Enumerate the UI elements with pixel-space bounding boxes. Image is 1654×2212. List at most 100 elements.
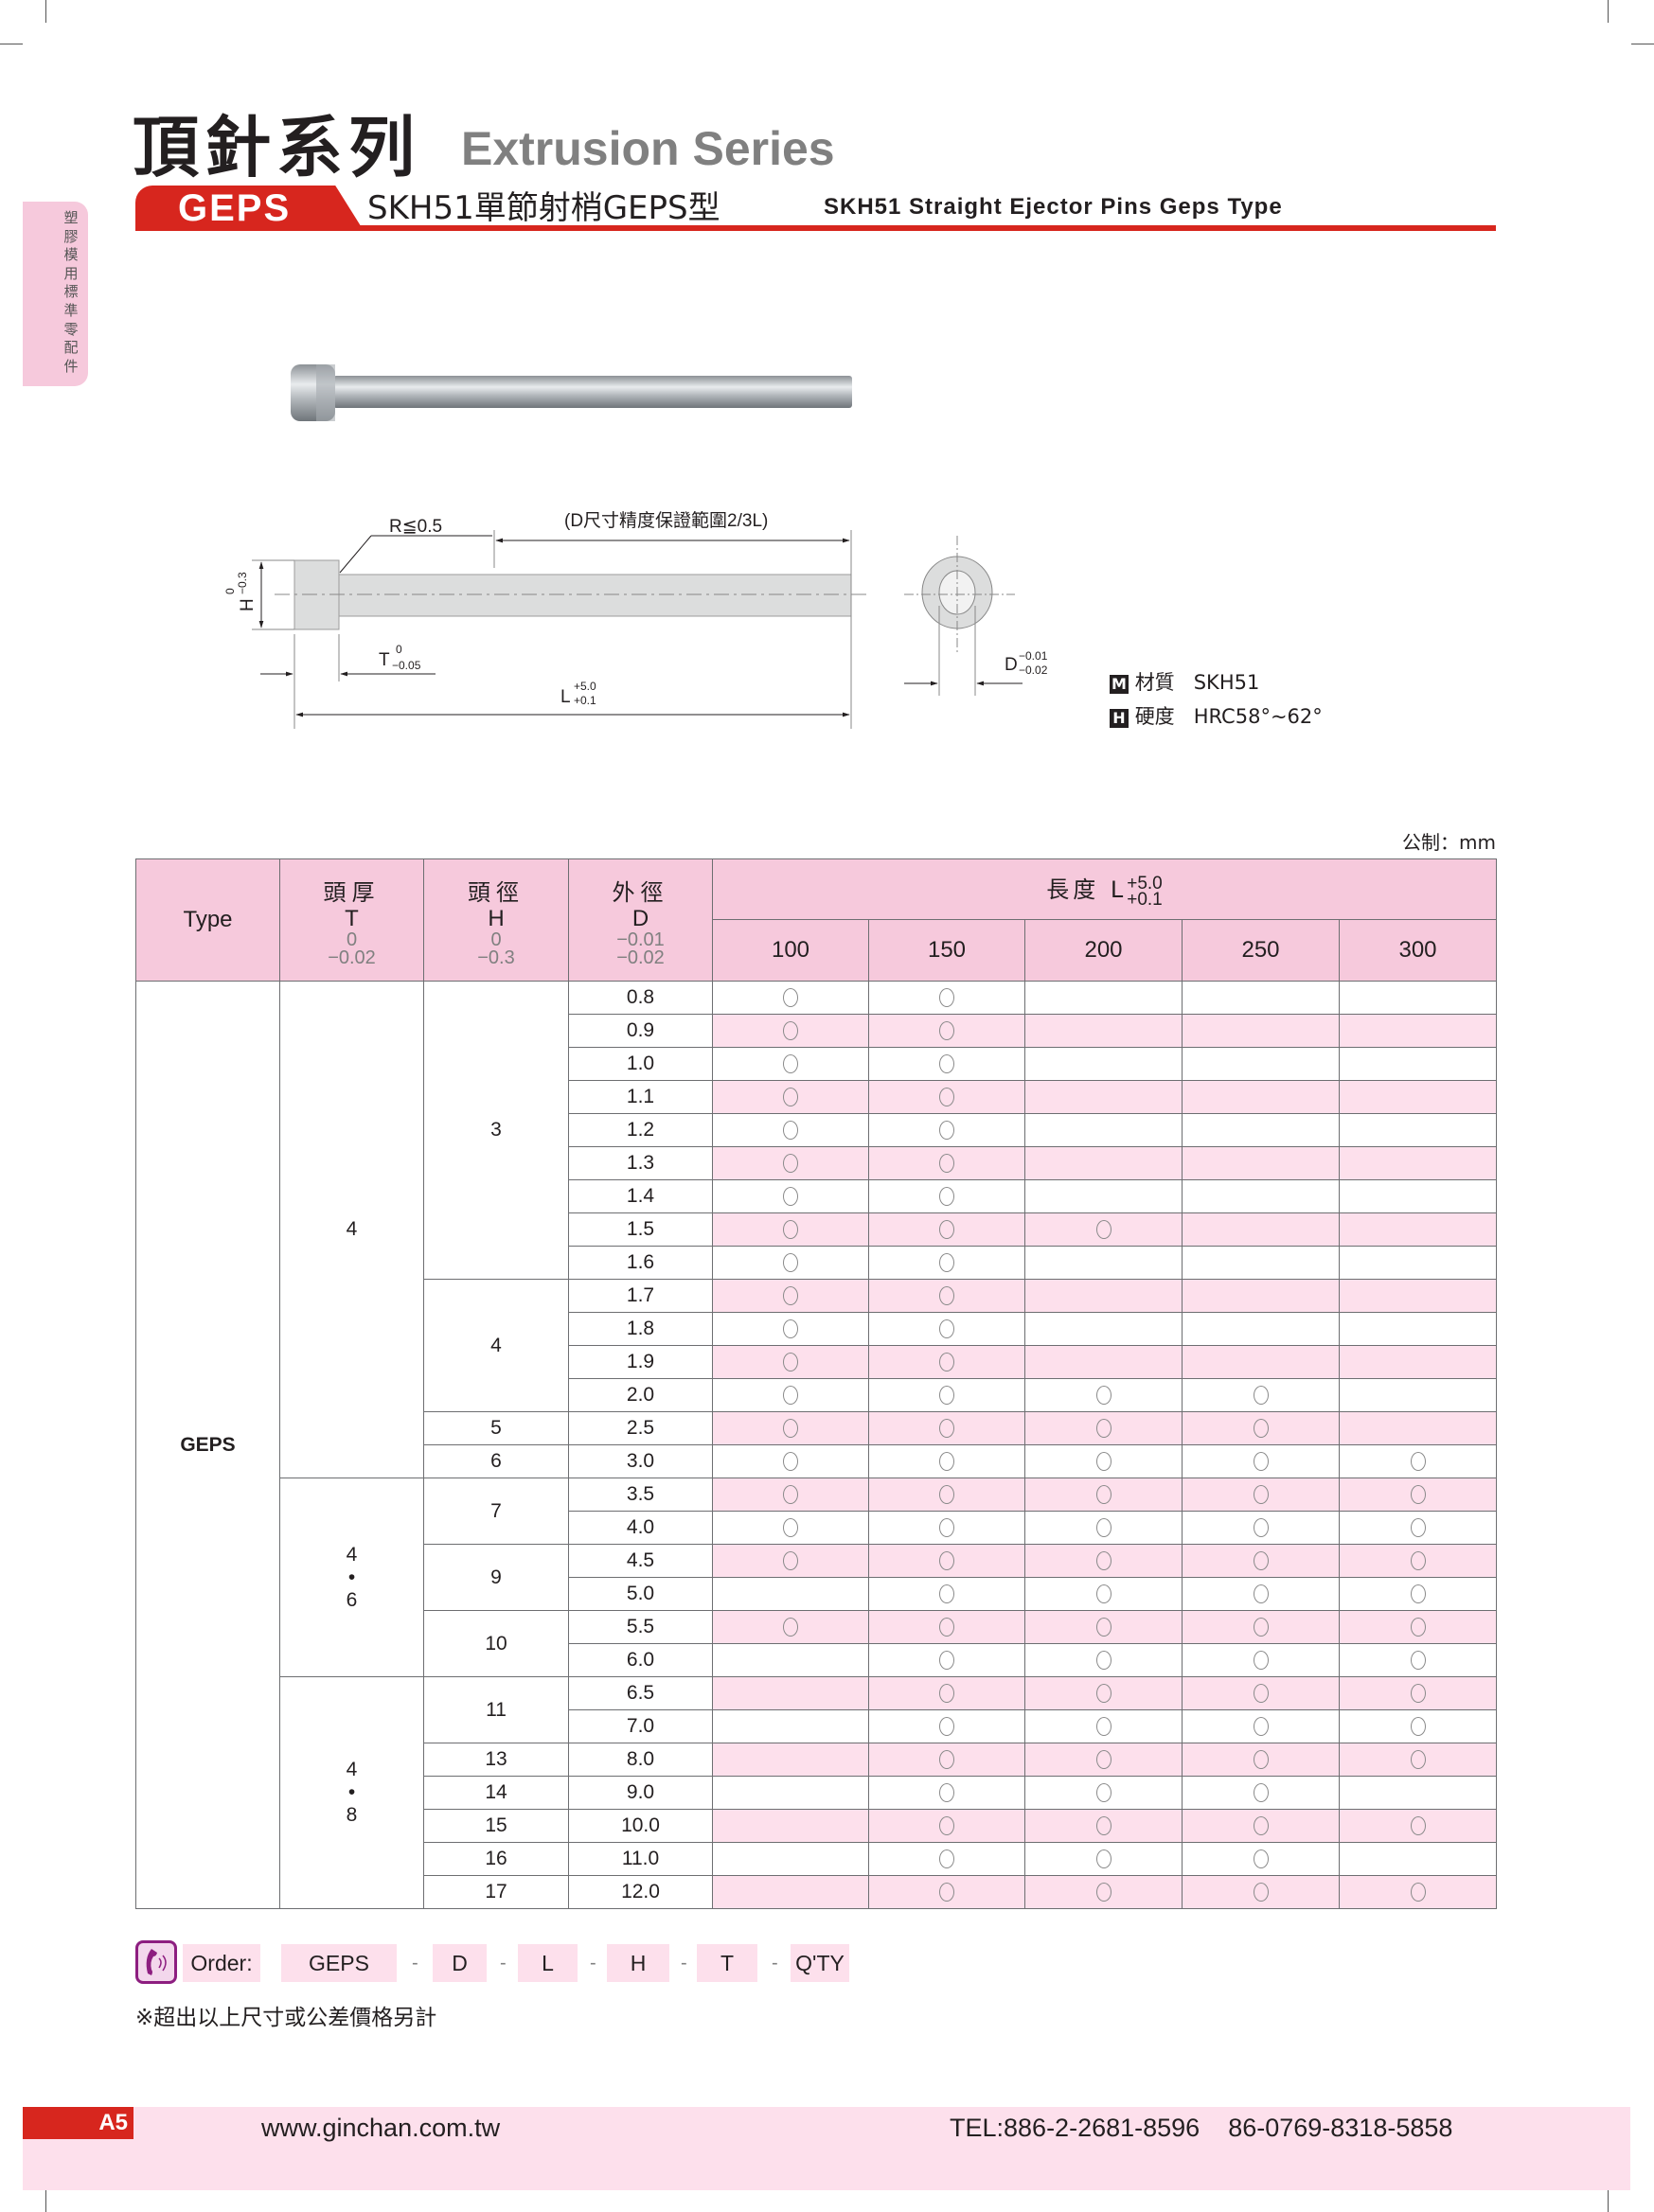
page-title-en: Extrusion Series [461,122,835,175]
table-row: 10 5.5 [136,1610,1497,1677]
availability-cell-150 [868,1444,1025,1478]
pin-photo [291,364,852,421]
table-row: 7.0 [136,1709,1497,1743]
availability-cell-250 [1182,981,1340,1015]
table-row: 15 10.0 [136,1809,1497,1843]
available-mark-icon [939,1651,954,1671]
availability-cell-100 [712,1279,869,1313]
availability-cell-300 [1339,1444,1497,1478]
availability-cell-100 [712,1246,869,1280]
available-mark-icon [1253,1618,1269,1637]
d-cell: 1.7 [568,1279,713,1313]
l-dim-tol-lower: +0.1 [574,694,596,707]
availability-cell-200 [1024,1411,1183,1445]
table-row: 1.9 [136,1345,1497,1379]
d-cell: 2.5 [568,1411,713,1445]
available-mark-icon [783,1220,798,1240]
availability-cell-250 [1182,1676,1340,1710]
availability-cell-200 [1024,1312,1183,1346]
availability-cell-300 [1339,1809,1497,1843]
availability-cell-250 [1182,1444,1340,1478]
available-mark-icon [939,1750,954,1770]
available-mark-icon [939,1054,954,1074]
d-cell: 6.0 [568,1643,713,1677]
available-mark-icon [1253,1551,1269,1571]
available-mark-icon [1253,1849,1269,1869]
availability-cell-100 [712,1312,869,1346]
crop-mark [1608,0,1609,23]
d-dim-label: D [1005,655,1018,675]
available-mark-icon [939,1154,954,1174]
spec-material: M 材質 SKH51 [1110,665,1323,699]
table-row: 1.4 [136,1179,1497,1213]
t-cell: 4 [279,981,424,1478]
table-row: 1.6 [136,1246,1497,1280]
available-mark-icon [1095,1684,1112,1704]
availability-cell-100 [712,1411,869,1445]
crop-mark [1608,2190,1609,2212]
available-mark-icon [1095,1883,1112,1902]
availability-cell-150 [868,1544,1025,1578]
table-row: 2.0 [136,1378,1497,1412]
availability-cell-200 [1024,1809,1183,1843]
available-mark-icon [1095,1618,1112,1637]
d-cell: 7.0 [568,1709,713,1743]
h-cell: 14 [423,1776,569,1810]
available-mark-icon [939,988,954,1008]
header-rule [135,225,1496,231]
order-part: L [518,1944,578,1982]
header-tol: −0.3 [477,947,515,968]
availability-cell-300 [1339,981,1497,1015]
availability-cell-250 [1182,1743,1340,1777]
availability-cell-200 [1024,1378,1183,1412]
available-mark-icon [1253,1651,1269,1671]
available-mark-icon [783,1286,798,1306]
availability-cell-150 [868,1809,1025,1843]
table-row: 9 4.5 [136,1544,1497,1611]
availability-cell-250 [1182,1279,1340,1313]
available-mark-icon [1253,1485,1269,1505]
availability-cell-250 [1182,1709,1340,1743]
table-row: 1.5 [136,1212,1497,1247]
availability-cell-100 [712,1478,869,1512]
h-dim-tol-lower: −0.3 [236,572,249,594]
availability-cell-300 [1339,1511,1497,1545]
availability-cell-300 [1339,1643,1497,1677]
availability-cell-300 [1339,1875,1497,1909]
table-row: 6 3.0 [136,1444,1497,1478]
radius-label: R≦0.5 [389,517,442,537]
availability-cell-100 [712,1875,869,1909]
h-cell: 9 [423,1544,569,1611]
availability-cell-300 [1339,1378,1497,1412]
header-cn: 長度 L [1046,876,1128,903]
availability-cell-250 [1182,1378,1340,1412]
subtitle-cn: SKH51單節射梢GEPS型 [367,189,720,227]
available-mark-icon [783,1088,798,1107]
d-cell: 11.0 [568,1842,713,1876]
header-tol: −0.01 [616,929,665,950]
h-dim-label: H [238,598,258,611]
h-cell: 16 [423,1842,569,1876]
h-cell: 17 [423,1875,569,1909]
availability-cell-100 [712,1345,869,1379]
hardness-icon: H [1110,709,1129,728]
website-link[interactable]: www.ginchan.com.tw [261,2114,501,2142]
availability-cell-300 [1339,1544,1497,1578]
available-mark-icon [1253,1717,1269,1737]
available-mark-icon [1095,1386,1112,1406]
available-mark-icon [1095,1849,1112,1869]
availability-cell-250 [1182,1212,1340,1247]
availability-cell-200 [1024,1478,1183,1512]
availability-cell-250 [1182,1246,1340,1280]
t-value: 4 [346,1218,358,1240]
availability-cell-100 [712,1544,869,1578]
available-mark-icon [1095,1220,1112,1240]
availability-cell-300 [1339,1411,1497,1445]
order-part: Q'TY [791,1944,849,1982]
header-tol: +5.0 [1127,874,1163,894]
d-cell: 4.0 [568,1511,713,1545]
available-mark-icon [1095,1783,1112,1803]
available-mark-icon [1253,1750,1269,1770]
available-mark-icon [939,1485,954,1505]
availability-cell-250 [1182,1080,1340,1114]
